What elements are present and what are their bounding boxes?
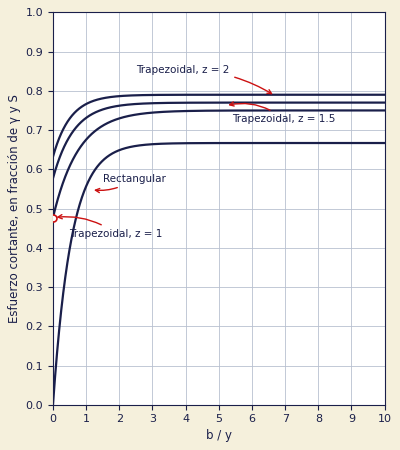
Text: Trapezoidal, z = 1.5: Trapezoidal, z = 1.5 (230, 102, 336, 124)
Text: Rectangular: Rectangular (96, 174, 166, 193)
Text: Trapezoidal, z = 2: Trapezoidal, z = 2 (136, 65, 272, 94)
X-axis label: b / y: b / y (206, 429, 232, 441)
Text: Trapezoidal, z = 1: Trapezoidal, z = 1 (58, 215, 163, 239)
Y-axis label: Esfuerzo cortante, en fracción de γ y S: Esfuerzo cortante, en fracción de γ y S (8, 94, 21, 323)
